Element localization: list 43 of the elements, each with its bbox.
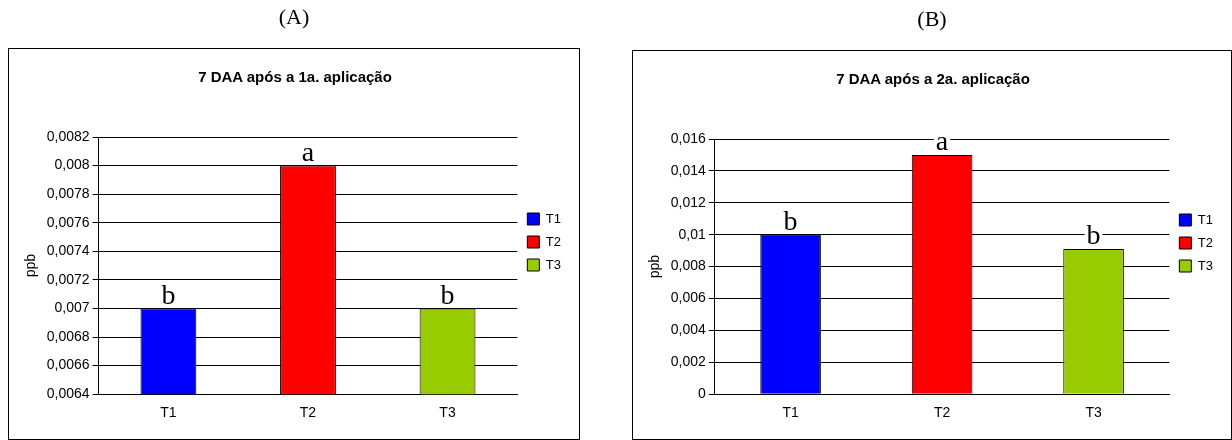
y-tick-label: 0,0064 <box>46 385 90 402</box>
y-axis-title: ppb <box>646 254 663 279</box>
y-tick-label: 0,008 <box>670 257 707 274</box>
x-tick-label: T1 <box>160 404 177 421</box>
y-tick-label: 0,0078 <box>46 185 90 202</box>
y-tick-label: 0,0082 <box>46 127 90 144</box>
annotation: b <box>440 278 455 310</box>
legend-label: T2 <box>1197 234 1213 250</box>
annotation: b <box>783 205 798 237</box>
y-tick-label: 0,006 <box>670 289 707 306</box>
legend-label: T3 <box>1197 257 1213 273</box>
text: (B) <box>916 6 948 32</box>
annotation: a <box>935 125 949 157</box>
chart-title: 7 DAA após a 2a. aplicação <box>836 70 1030 88</box>
y-tick-label: 0,007 <box>54 299 90 316</box>
y-tick-label: 0 <box>698 385 707 402</box>
x-tick-label: T3 <box>439 404 456 421</box>
y-tick-label: 0,01 <box>678 225 707 242</box>
y-tick-label: 0,008 <box>54 156 90 173</box>
y-axis-title: ppb <box>22 253 39 278</box>
y-tick-label: 0,0074 <box>46 242 90 259</box>
annotation: b <box>161 278 176 310</box>
chart-title: 7 DAA após a 1a. aplicação <box>198 68 392 86</box>
annotation: a <box>301 135 315 167</box>
y-tick-label: 0,0076 <box>46 213 90 230</box>
y-tick-label: 0,0066 <box>46 356 90 373</box>
y-tick-label: 0,0072 <box>46 270 90 287</box>
legend-label: T1 <box>1197 211 1213 227</box>
annotation: b <box>1086 219 1101 251</box>
x-tick-label: T1 <box>782 404 799 421</box>
y-tick-label: 0,016 <box>670 129 707 146</box>
text: (A) <box>277 4 311 30</box>
x-tick-label: T2 <box>299 404 317 421</box>
y-tick-label: 0,002 <box>670 353 707 370</box>
x-tick-label: T2 <box>933 404 951 421</box>
legend-label: T1 <box>545 210 561 226</box>
y-tick-label: 0,004 <box>670 321 707 338</box>
legend-label: T2 <box>545 233 561 249</box>
y-tick-label: 0,0068 <box>46 327 90 344</box>
legend-label: T3 <box>545 256 561 272</box>
y-tick-label: 0,014 <box>670 161 707 178</box>
y-tick-label: 0,012 <box>670 193 707 210</box>
x-tick-label: T3 <box>1085 404 1102 421</box>
